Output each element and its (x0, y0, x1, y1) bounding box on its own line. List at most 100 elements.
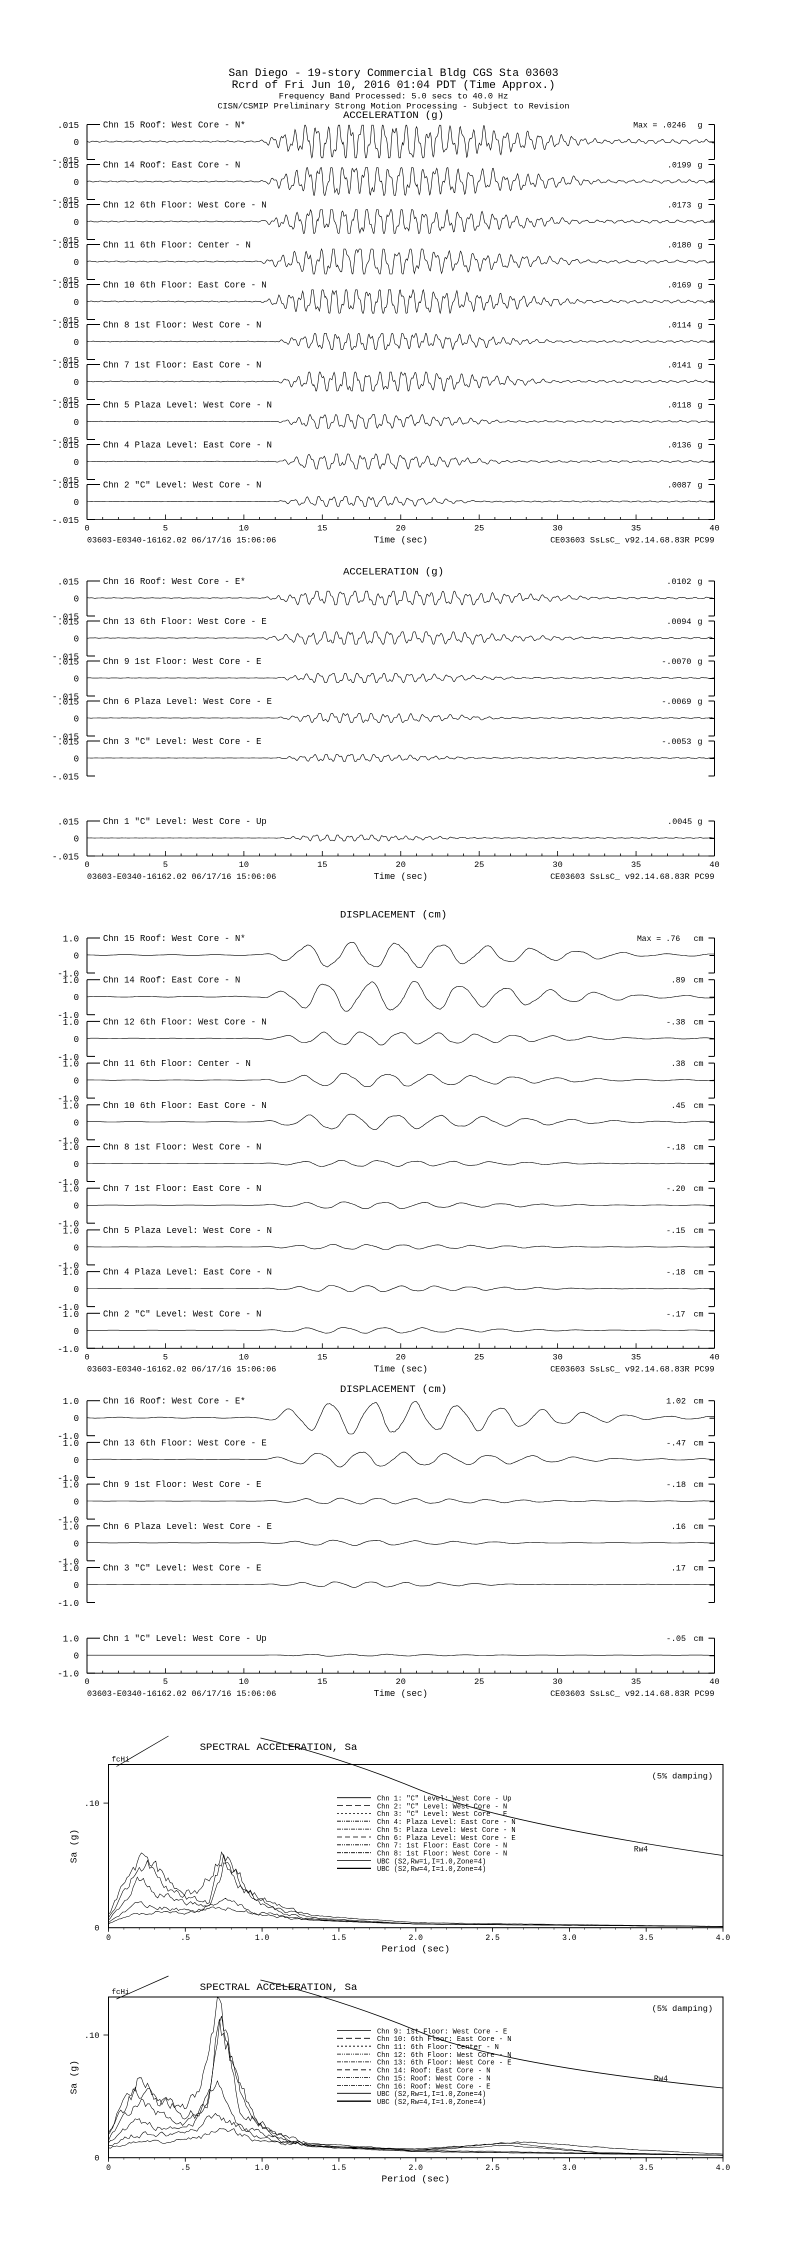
svg-text:cm: cm (694, 1227, 704, 1236)
svg-text:Period (sec): Period (sec) (382, 1944, 450, 1955)
svg-text:cm: cm (694, 1144, 704, 1153)
svg-text:CE03603 SsLsC_ v92.14.68.83R: CE03603 SsLsC_ v92.14.68.83R PC99 (550, 1365, 714, 1374)
svg-text:.015: .015 (57, 658, 79, 668)
svg-text:0: 0 (94, 1924, 99, 1934)
svg-text:.015: .015 (57, 698, 79, 708)
svg-text:g: g (698, 362, 703, 371)
svg-text:g: g (698, 242, 703, 251)
svg-text:Chn 15 Roof: West Core - N*: Chn 15 Roof: West Core - N* (103, 934, 246, 944)
svg-text:4.0: 4.0 (716, 1934, 731, 1943)
svg-text:g: g (698, 818, 703, 827)
svg-text:40: 40 (709, 1677, 719, 1687)
svg-text:0: 0 (74, 1539, 79, 1549)
svg-text:Chn 3 "C" Level: West Core -: Chn 3 "C" Level: West Core - E (103, 737, 261, 747)
svg-text:Max = .0246: Max = .0246 (633, 122, 686, 131)
svg-text:.0114: .0114 (667, 322, 691, 331)
svg-text:.015: .015 (57, 578, 79, 588)
svg-text:g: g (698, 162, 703, 171)
svg-text:0: 0 (74, 138, 79, 148)
svg-text:-.20: -.20 (666, 1185, 685, 1194)
svg-text:Time (sec): Time (sec) (374, 1364, 428, 1374)
svg-text:.0169: .0169 (667, 282, 691, 291)
svg-text:Sa (g): Sa (g) (69, 2060, 80, 2094)
svg-text:UBC (S2,Rw=4,I=1.0,Zone=4): UBC (S2,Rw=4,I=1.0,Zone=4) (377, 1866, 486, 1874)
svg-text:.0199: .0199 (667, 162, 691, 171)
svg-text:0: 0 (74, 1327, 79, 1337)
svg-text:.10: .10 (84, 2031, 99, 2041)
svg-text:.0087: .0087 (667, 482, 691, 491)
svg-text:Rcrd of Fri Jun 10, 2016 01:04: Rcrd of Fri Jun 10, 2016 01:04 PDT (Time… (232, 80, 555, 92)
svg-text:3.5: 3.5 (639, 2164, 654, 2173)
svg-text:0: 0 (74, 835, 79, 845)
svg-text:Chn 13: 6th Floor: West Core -: Chn 13: 6th Floor: West Core - E (377, 2060, 511, 2068)
svg-text:1.0: 1.0 (255, 2164, 270, 2173)
svg-text:Chn 7: 1st Floor: East Core -: Chn 7: 1st Floor: East Core - N (377, 1843, 507, 1851)
svg-text:0: 0 (74, 458, 79, 468)
svg-text:San Diego - 19-story Commercia: San Diego - 19-story Commercial Bldg CGS… (228, 68, 558, 80)
svg-text:.16: .16 (671, 1523, 686, 1532)
svg-text:Chn 10 6th Floor: East Core -: Chn 10 6th Floor: East Core - N (103, 281, 267, 291)
svg-text:.015: .015 (57, 201, 79, 211)
svg-text:UBC (S2,Rw=1,I=1.0,Zone=4): UBC (S2,Rw=1,I=1.0,Zone=4) (377, 1858, 486, 1866)
svg-text:UBC (S2,Rw=1,I=1.0,Zone=4): UBC (S2,Rw=1,I=1.0,Zone=4) (377, 2091, 486, 2099)
svg-text:Rw4: Rw4 (654, 2076, 668, 2084)
svg-text:35: 35 (631, 860, 641, 870)
svg-text:0: 0 (74, 635, 79, 645)
svg-text:g: g (698, 482, 703, 491)
svg-text:1.0: 1.0 (63, 1226, 79, 1236)
svg-text:Time (sec): Time (sec) (374, 872, 428, 882)
svg-text:2.0: 2.0 (409, 1934, 424, 1943)
svg-text:ACCELERATION (g): ACCELERATION (g) (343, 567, 444, 579)
svg-text:.015: .015 (57, 121, 79, 131)
svg-text:1.0: 1.0 (63, 976, 79, 986)
svg-text:1.0: 1.0 (255, 1934, 270, 1943)
svg-text:.0173: .0173 (667, 202, 691, 211)
svg-text:fcHi: fcHi (112, 1989, 131, 1997)
svg-text:Chn 13 6th Floor: West Core -: Chn 13 6th Floor: West Core - E (103, 617, 267, 627)
svg-text:0: 0 (74, 1581, 79, 1591)
svg-text:-.015: -.015 (52, 516, 79, 526)
svg-text:Chn 9: 1st Floor: West Core -: Chn 9: 1st Floor: West Core - E (377, 2028, 507, 2036)
svg-text:0: 0 (74, 755, 79, 765)
svg-text:-.015: -.015 (52, 773, 79, 783)
svg-text:0: 0 (94, 2154, 99, 2164)
svg-text:-.47: -.47 (666, 1439, 686, 1448)
svg-text:cm: cm (694, 1310, 704, 1319)
svg-text:1.0: 1.0 (63, 1018, 79, 1028)
svg-text:15: 15 (317, 860, 327, 870)
svg-text:Chn 4 Plaza Level: East Core: Chn 4 Plaza Level: East Core - N (103, 1268, 272, 1278)
svg-text:cm: cm (694, 1523, 704, 1532)
svg-text:ACCELERATION (g): ACCELERATION (g) (343, 110, 444, 122)
svg-text:0: 0 (74, 1456, 79, 1466)
svg-text:(5% damping): (5% damping) (652, 1772, 713, 1782)
svg-text:-.05: -.05 (666, 1635, 686, 1644)
svg-text:0: 0 (74, 298, 79, 308)
svg-text:Chn 6 Plaza Level: West Core: Chn 6 Plaza Level: West Core - E (103, 697, 272, 707)
svg-text:30: 30 (553, 1352, 563, 1362)
svg-text:0: 0 (106, 2164, 111, 2173)
svg-text:1.0: 1.0 (63, 1310, 79, 1320)
svg-text:4.0: 4.0 (716, 2164, 731, 2173)
svg-text:5: 5 (163, 1352, 168, 1362)
svg-text:-.0053: -.0053 (662, 738, 692, 747)
svg-text:40: 40 (709, 860, 719, 870)
svg-text:Chn 11 6th Floor: Center - N: Chn 11 6th Floor: Center - N (103, 241, 251, 251)
svg-text:g: g (698, 618, 703, 627)
svg-text:0: 0 (74, 1160, 79, 1170)
svg-text:20: 20 (396, 1352, 406, 1362)
svg-text:CE03603 SsLsC_ v92.14.68.83R: CE03603 SsLsC_ v92.14.68.83R PC99 (550, 873, 714, 882)
svg-text:cm: cm (694, 1060, 704, 1069)
svg-text:-.17: -.17 (666, 1310, 685, 1319)
svg-text:0: 0 (74, 675, 79, 685)
svg-text:Chn 16 Roof: West Core - E*: Chn 16 Roof: West Core - E* (103, 1397, 246, 1407)
svg-text:5: 5 (163, 524, 168, 534)
svg-text:0: 0 (74, 338, 79, 348)
svg-text:15: 15 (317, 1352, 327, 1362)
svg-text:g: g (698, 202, 703, 211)
svg-text:03603-E0340-16162.02 06/17/16: 03603-E0340-16162.02 06/17/16 15:06:06 (87, 536, 276, 546)
svg-text:cm: cm (694, 1481, 704, 1490)
svg-text:cm: cm (694, 935, 704, 944)
svg-text:03603-E0340-16162.02 06/17/16: 03603-E0340-16162.02 06/17/16 15:06:06 (87, 1689, 276, 1699)
svg-text:.17: .17 (671, 1565, 686, 1574)
svg-text:3.5: 3.5 (639, 1934, 654, 1943)
